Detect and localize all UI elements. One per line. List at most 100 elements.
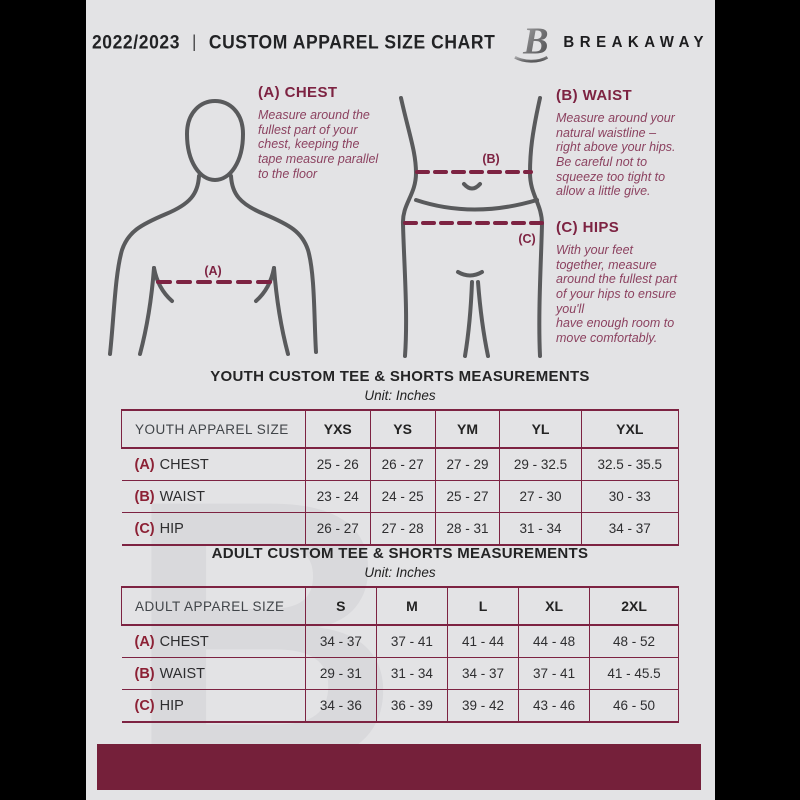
waist-marker: (B) <box>482 152 499 166</box>
measurement-value-cell: 41 - 44 <box>447 625 520 658</box>
row-marker: (B) <box>134 488 155 505</box>
youth-table-header-row: YOUTH APPAREL SIZE YXS YS YM YL YXL <box>121 410 680 449</box>
measurement-value-cell: 36 - 39 <box>376 689 448 722</box>
measurement-value-cell: 26 - 27 <box>305 512 371 545</box>
adult-measurements-section: ADULT CUSTOM TEE & SHORTS MEASUREMENTS U… <box>121 545 679 723</box>
row-label-text: WAIST <box>159 665 206 682</box>
brand-lockup: B BREAKAWAY <box>513 20 709 64</box>
left-side-line <box>399 96 418 358</box>
row-marker: (C) <box>134 697 155 714</box>
measurement-value-cell: 44 - 48 <box>518 625 591 658</box>
row-marker: (A) <box>134 456 155 473</box>
measurement-row-label: (B) WAIST <box>121 657 306 690</box>
size-column-header: M <box>376 587 448 626</box>
breakaway-logo-icon: B <box>514 20 549 63</box>
youth-section-title: YOUTH CUSTOM TEE & SHORTS MEASUREMENTS <box>210 368 590 385</box>
size-column-header: XL <box>518 587 591 626</box>
measurement-value-cell: 34 - 37 <box>305 625 377 658</box>
right-shoulder-arm <box>229 174 318 354</box>
svg-text:B: B <box>523 20 549 62</box>
measurement-value-cell: 32.5 - 35.5 <box>581 448 680 481</box>
measurement-value-cell: 34 - 37 <box>581 512 680 545</box>
row-marker: (C) <box>134 520 155 537</box>
row-label-text: CHEST <box>159 456 209 473</box>
size-column-header: YM <box>435 410 501 449</box>
page-title: 2022/2023 | CUSTOM APPAREL SIZE CHART <box>92 30 495 54</box>
row-marker: (A) <box>134 633 155 650</box>
measurement-row: (A) CHEST 25 - 26 26 - 27 27 - 29 29 - 32.5 32… <box>121 448 680 481</box>
title-text: CUSTOM APPAREL SIZE CHART <box>208 30 496 53</box>
waist-guide: (B) WAIST Measure around your natural wa… <box>556 87 715 199</box>
measurement-value-cell: 34 - 36 <box>305 689 377 722</box>
apparel-size-column-header: YOUTH APPAREL SIZE <box>121 410 306 449</box>
size-chart-page: B 2022/2023 | CUSTOM APPAREL SIZE CHART … <box>86 0 715 800</box>
measurement-row: (B) WAIST 23 - 24 24 - 25 25 - 27 27 - 30 30 -… <box>121 480 680 513</box>
measurement-value-cell: 48 - 52 <box>589 625 679 658</box>
row-label-text: HIP <box>159 697 184 714</box>
left-inner-leg <box>463 280 474 358</box>
measurement-row-label: (C) HIP <box>121 689 306 722</box>
size-column-header: S <box>305 587 377 626</box>
measurement-value-cell: 29 - 31 <box>305 657 377 690</box>
size-column-header: 2XL <box>589 587 679 626</box>
title-divider: | <box>192 31 197 51</box>
measurement-value-cell: 31 - 34 <box>376 657 448 690</box>
hips-guide: (C) HIPS With your feet together, measur… <box>556 219 715 345</box>
right-side-line <box>528 96 544 358</box>
measurement-value-cell: 27 - 28 <box>370 512 436 545</box>
hips-guide-text: With your feet together, measure around … <box>556 243 677 345</box>
measurement-row: (B) WAIST 29 - 31 31 - 34 34 - 37 37 - 41 41 -… <box>121 657 679 690</box>
chest-guide-text: Measure around the fullest part of your … <box>258 108 379 181</box>
size-column-header: YL <box>499 410 582 449</box>
waist-guide-text: Measure around your natural waistline – … <box>556 111 676 199</box>
row-label-text: CHEST <box>159 633 209 650</box>
torso-diagram: (A) <box>108 99 318 356</box>
measurement-value-cell: 26 - 27 <box>370 448 436 481</box>
size-column-header: YXL <box>581 410 680 449</box>
crotch-curve <box>456 270 484 278</box>
size-column-header: YS <box>370 410 436 449</box>
chest-guide: (A) CHEST Measure around the fullest par… <box>258 84 398 181</box>
measurement-row-label: (B) WAIST <box>121 480 306 513</box>
left-shoulder-arm <box>108 174 201 356</box>
adult-section-title: ADULT CUSTOM TEE & SHORTS MEASUREMENTS <box>211 545 589 562</box>
row-label-text: WAIST <box>159 488 206 505</box>
measurement-row: (C) HIP 34 - 36 36 - 39 39 - 42 43 - 46 46 - 5… <box>121 689 679 722</box>
measurement-value-cell: 34 - 37 <box>447 657 520 690</box>
right-inner-arm <box>272 266 290 356</box>
measurement-value-cell: 24 - 25 <box>370 480 436 513</box>
measurement-value-cell: 43 - 46 <box>518 689 591 722</box>
measurement-value-cell: 46 - 50 <box>589 689 679 722</box>
size-column-header: YXS <box>305 410 371 449</box>
season-label: 2022/2023 <box>91 30 181 53</box>
measurement-value-cell: 25 - 26 <box>305 448 371 481</box>
chest-guide-heading: (A) CHEST <box>258 84 338 101</box>
row-label-text: HIP <box>159 520 184 537</box>
measurement-value-cell: 25 - 27 <box>435 480 501 513</box>
hip-band-curve <box>414 198 539 212</box>
measurement-value-cell: 39 - 42 <box>447 689 520 722</box>
measurement-row-label: (A) CHEST <box>121 448 306 481</box>
measurement-value-cell: 27 - 29 <box>435 448 501 481</box>
youth-size-table: YOUTH APPAREL SIZE YXS YS YM YL YXL (A) CHEST 2… <box>121 409 680 546</box>
measurement-row: (A) CHEST 34 - 37 37 - 41 41 - 44 44 - 48 48 -… <box>121 625 679 658</box>
measurement-value-cell: 28 - 31 <box>435 512 501 545</box>
youth-measurements-section: YOUTH CUSTOM TEE & SHORTS MEASUREMENTS U… <box>121 368 680 546</box>
measurement-value-cell: 41 - 45.5 <box>589 657 679 690</box>
navel-curve <box>462 182 482 191</box>
measurement-row-label: (C) HIP <box>121 512 306 545</box>
adult-table-header-row: ADULT APPAREL SIZE S M L XL 2XL <box>121 587 679 626</box>
hips-marker: (C) <box>518 232 535 246</box>
measurement-row: (C) HIP 26 - 27 27 - 28 28 - 31 31 - 34 34 - 3… <box>121 512 680 545</box>
measurement-value-cell: 23 - 24 <box>305 480 371 513</box>
page-header: 2022/2023 | CUSTOM APPAREL SIZE CHART B … <box>86 20 715 64</box>
row-marker: (B) <box>134 665 155 682</box>
measurement-value-cell: 37 - 41 <box>376 625 448 658</box>
measurement-row-label: (A) CHEST <box>121 625 306 658</box>
left-chest-curve <box>152 266 174 303</box>
right-chest-curve <box>254 266 276 303</box>
hips-guide-heading: (C) HIPS <box>556 219 620 236</box>
measurement-value-cell: 31 - 34 <box>499 512 582 545</box>
measurement-value-cell: 27 - 30 <box>499 480 582 513</box>
youth-unit-label: Unit: Inches <box>364 388 436 403</box>
